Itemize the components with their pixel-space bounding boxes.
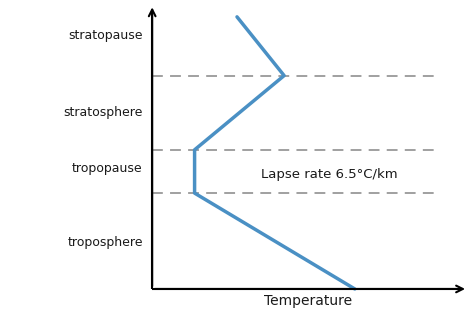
- Text: Temperature: Temperature: [264, 294, 352, 308]
- Text: tropopause: tropopause: [72, 162, 143, 175]
- Text: stratopause: stratopause: [68, 29, 143, 42]
- Text: Lapse rate 6.5°C/km: Lapse rate 6.5°C/km: [261, 168, 397, 181]
- Text: stratosphere: stratosphere: [64, 106, 143, 119]
- Text: troposphere: troposphere: [67, 236, 143, 249]
